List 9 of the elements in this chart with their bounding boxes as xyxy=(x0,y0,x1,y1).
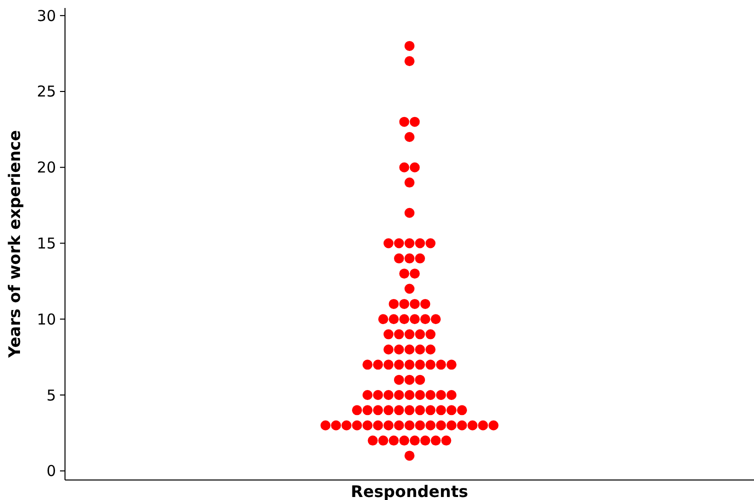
x-axis-title: Respondents xyxy=(350,482,468,500)
y-tick-label: 5 xyxy=(46,386,56,404)
y-tick-label: 10 xyxy=(36,310,56,328)
y-tick-label: 0 xyxy=(46,462,56,480)
y-tick-label: 25 xyxy=(36,82,56,101)
y-tick-label: 30 xyxy=(36,6,56,25)
y-tick-label: 20 xyxy=(36,158,56,177)
y-tick-label: 15 xyxy=(36,234,56,252)
y-axis-title: Years of work experience xyxy=(5,130,24,359)
